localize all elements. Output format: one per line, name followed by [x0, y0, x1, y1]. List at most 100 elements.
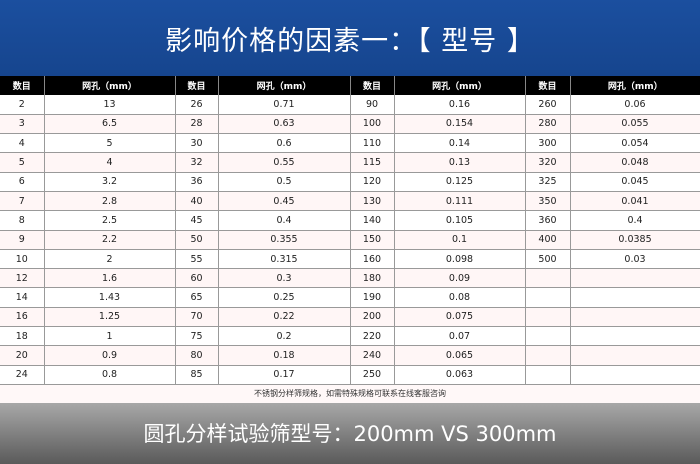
table-cell: 30	[174, 133, 219, 154]
table-cell: 0.315	[217, 249, 351, 270]
table-cell	[524, 326, 571, 347]
table-cell: 1.6	[43, 268, 176, 289]
table-cell: 300	[524, 133, 571, 154]
table-cell: 40	[174, 191, 219, 212]
table-cell: 140	[349, 210, 395, 231]
table-cell: 14	[0, 287, 45, 308]
table-cell: 2	[0, 95, 45, 115]
table-cell: 70	[174, 307, 219, 328]
table-cell: 280	[524, 114, 571, 135]
table-cell: 0.14	[393, 133, 526, 154]
table-cell: 100	[349, 114, 395, 135]
table-cell: 110	[349, 133, 395, 154]
table-cell: 1.43	[43, 287, 176, 308]
table-cell: 200	[349, 307, 395, 328]
table-cell: 0.055	[569, 114, 700, 135]
table-cell: 3	[0, 114, 45, 135]
table-row: 16 1.25 70 0.22 200 0.075	[0, 307, 700, 328]
table-note: 不锈钢分样筛规格，如需特殊规格可联系在线客服咨询	[0, 384, 700, 403]
table-cell: 0.25	[217, 287, 351, 308]
table-cell	[524, 287, 571, 308]
table-row: 12 1.6 60 0.3 180 0.09	[0, 268, 700, 289]
table-cell: 0.075	[393, 307, 526, 328]
column-header: 网孔（mm）	[569, 76, 700, 95]
table-cell: 90	[349, 95, 395, 115]
table-cell: 80	[174, 345, 219, 366]
footer-banner: 圆孔分样试验筛型号：200mm VS 300mm	[0, 402, 700, 464]
table-cell: 360	[524, 210, 571, 231]
table-cell: 60	[174, 268, 219, 289]
table-cell: 6	[0, 172, 45, 192]
table-cell: 0.17	[217, 365, 351, 385]
table-row: 20 0.9 80 0.18 240 0.065	[0, 345, 700, 366]
table-cell: 0.55	[217, 152, 351, 173]
column-header: 数目	[174, 76, 218, 95]
table-cell: 320	[524, 152, 571, 173]
table-cell	[524, 365, 571, 385]
table-cell: 32	[174, 152, 219, 173]
table-cell: 26	[174, 95, 219, 115]
table-cell: 0.08	[393, 287, 526, 308]
table-cell: 0.45	[217, 191, 351, 212]
column-header: 网孔（mm）	[393, 76, 525, 95]
table-cell: 0.09	[393, 268, 526, 289]
table-cell: 0.16	[393, 95, 526, 115]
table-cell: 500	[524, 249, 571, 270]
table-cell: 9	[0, 230, 45, 250]
table-row: 5 4 32 0.55 115 0.13 320 0.048	[0, 152, 700, 173]
table-cell: 190	[349, 287, 395, 308]
table-cell: 350	[524, 191, 571, 212]
table-row: 4 5 30 0.6 110 0.14 300 0.054	[0, 133, 700, 154]
table-row: 8 2.5 45 0.4 140 0.105 360 0.4	[0, 210, 700, 231]
table-cell: 120	[349, 172, 395, 192]
table-cell: 0.8	[43, 365, 176, 385]
table-row: 7 2.8 40 0.45 130 0.111 350 0.041	[0, 191, 700, 212]
table-cell	[569, 365, 700, 385]
table-cell: 4	[0, 133, 45, 154]
table-cell: 3.2	[43, 172, 176, 192]
table-cell: 400	[524, 230, 571, 250]
table-cell: 250	[349, 365, 395, 385]
table-cell: 0.355	[217, 230, 351, 250]
table-cell	[524, 307, 571, 328]
table-cell: 36	[174, 172, 219, 192]
table-cell: 1	[43, 326, 176, 347]
table-cell	[569, 307, 700, 328]
table-cell: 0.4	[217, 210, 351, 231]
table-row: 9 2.2 50 0.355 150 0.1 400 0.0385	[0, 230, 700, 250]
table-cell: 150	[349, 230, 395, 250]
column-header: 网孔（mm）	[217, 76, 350, 95]
page-title: 影响价格的因素一：【 型号 】	[0, 0, 700, 76]
table-cell: 0.063	[393, 365, 526, 385]
column-header: 数目	[524, 76, 570, 95]
table-cell: 0.6	[217, 133, 351, 154]
table-cell: 2	[43, 249, 176, 270]
table-cell: 220	[349, 326, 395, 347]
table-row: 10 2 55 0.315 160 0.098 500 0.03	[0, 249, 700, 270]
table-cell: 0.71	[217, 95, 351, 115]
table-row: 14 1.43 65 0.25 190 0.08	[0, 287, 700, 308]
table-cell: 10	[0, 249, 45, 270]
table-row: 6 3.2 36 0.5 120 0.125 325 0.045	[0, 172, 700, 192]
table-cell: 0.154	[393, 114, 526, 135]
table-cell: 160	[349, 249, 395, 270]
table-cell: 50	[174, 230, 219, 250]
column-header: 数目	[349, 76, 394, 95]
table-cell: 5	[43, 133, 176, 154]
table-row: 18 1 75 0.2 220 0.07	[0, 326, 700, 347]
table-cell: 75	[174, 326, 219, 347]
table-cell: 0.07	[393, 326, 526, 347]
table-row: 24 0.8 85 0.17 250 0.063	[0, 365, 700, 385]
table-cell: 0.054	[569, 133, 700, 154]
table-cell	[524, 345, 571, 366]
table-cell: 0.041	[569, 191, 700, 212]
table-cell: 65	[174, 287, 219, 308]
table-cell: 20	[0, 345, 45, 366]
table-cell: 115	[349, 152, 395, 173]
table-cell: 12	[0, 268, 45, 289]
table-cell: 260	[524, 95, 571, 115]
table-cell: 13	[43, 95, 176, 115]
table-cell: 325	[524, 172, 571, 192]
table-cell: 0.098	[393, 249, 526, 270]
table-cell: 0.2	[217, 326, 351, 347]
